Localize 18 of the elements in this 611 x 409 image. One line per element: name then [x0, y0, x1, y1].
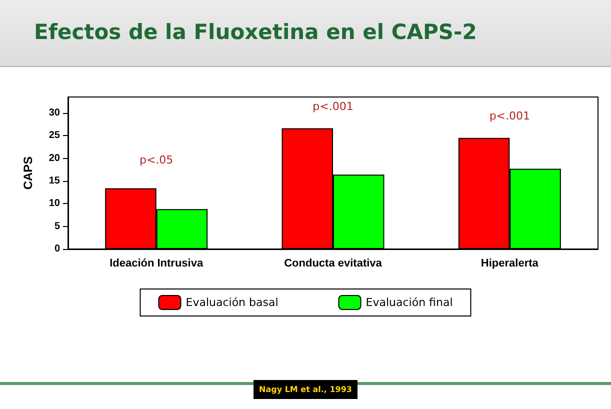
x-tick-label: Hiperalerta [480, 258, 540, 270]
text: Nagy LM et al., 1993 [253, 380, 358, 399]
y-tick-label: 25 [48, 130, 60, 142]
chart-title: Efectos de la Fluoxetina en el CAPS-2 [34, 20, 477, 44]
y-tick-label: 15 [48, 175, 60, 186]
x-tick-label: Conducta evitativa [284, 258, 383, 270]
legend-label: Evaluación basal [186, 296, 278, 309]
y-tick-label: 0 [54, 244, 60, 254]
y-tick-label: 10 [48, 198, 60, 210]
annotation: p<.001 [312, 100, 354, 113]
y-tick-label: 30 [48, 107, 60, 118]
legend-label: Evaluación final [366, 296, 453, 309]
y-tick-label: 20 [48, 152, 60, 164]
y-tick-label: 5 [54, 220, 60, 232]
annotation: p<.001 [489, 109, 530, 122]
y-axis-title: CAPS [21, 156, 35, 190]
annotation: p<.05 [139, 154, 174, 167]
x-tick-label: Ideación Intrusiva [110, 258, 204, 270]
